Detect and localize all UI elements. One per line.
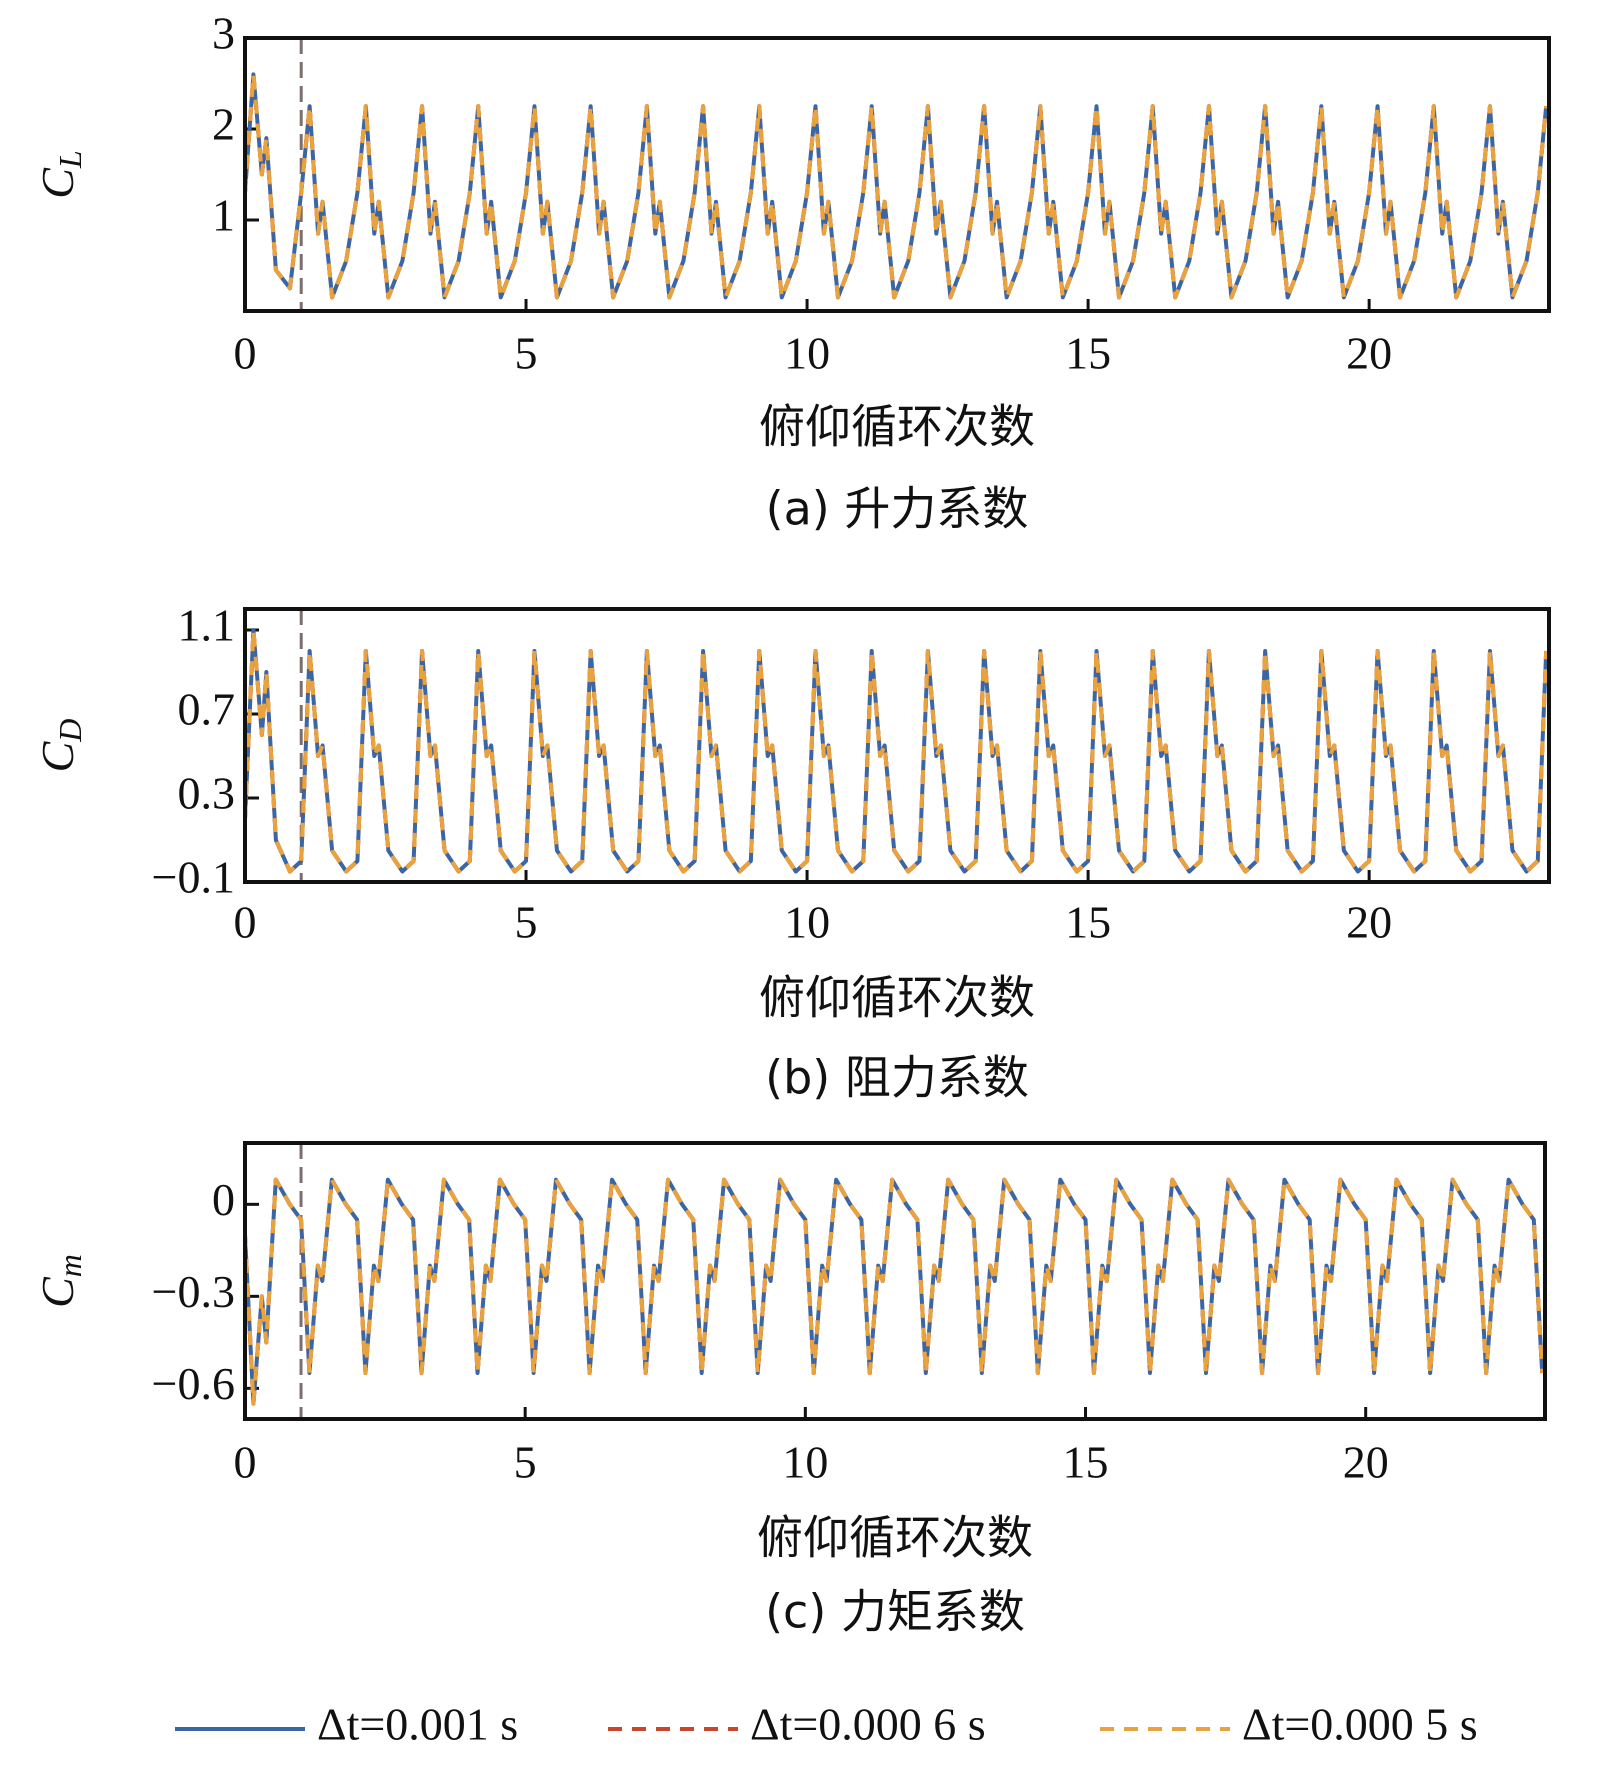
y-axis-label: Cm (32, 1254, 89, 1308)
y-tick-label: 0 (212, 1174, 235, 1225)
y-tick-label: 0.3 (178, 768, 236, 819)
y-axis-label-main: C (32, 1276, 83, 1308)
plot-frame (243, 607, 1551, 884)
y-axis-label-main: C (32, 740, 83, 772)
y-tick-label: 2 (212, 99, 235, 150)
y-tick-label: 3 (212, 8, 235, 59)
x-tick-label: 20 (1346, 897, 1392, 948)
series-line (245, 628, 1549, 874)
x-axis-label: 俯仰循环次数 (757, 1511, 1033, 1565)
legend-label: Δt=0.001 s (317, 1699, 518, 1750)
y-axis-label: CD (32, 719, 89, 773)
x-tick-label: 10 (784, 328, 830, 379)
y-axis-label-sub: L (52, 150, 88, 169)
y-axis-label-sub: m (52, 1254, 88, 1277)
caption: (b) 阻力系数 (765, 1051, 1029, 1105)
x-tick-label: 5 (514, 1437, 537, 1488)
x-tick-label: 20 (1346, 328, 1392, 379)
x-tick-label: 15 (1065, 897, 1111, 948)
y-tick-label: 0.7 (178, 684, 236, 735)
series-line (245, 628, 1549, 874)
y-tick-label: 1 (212, 190, 235, 241)
x-tick-label: 10 (784, 897, 830, 948)
legend-label: Δt=0.000 5 s (1242, 1699, 1478, 1750)
y-axis-label-main: C (32, 167, 83, 199)
series-line (245, 72, 1549, 300)
x-tick-label: 15 (1063, 1437, 1109, 1488)
legend-label: Δt=0.000 6 s (750, 1699, 986, 1750)
x-tick-label: 15 (1065, 328, 1111, 379)
series-line (245, 72, 1549, 300)
x-tick-label: 5 (515, 328, 538, 379)
plot-frame (243, 36, 1551, 313)
x-tick-label: 20 (1343, 1437, 1389, 1488)
y-tick-label: −0.1 (152, 852, 235, 903)
x-tick-label: 0 (234, 897, 257, 948)
x-tick-label: 10 (782, 1437, 828, 1488)
x-axis-label: 俯仰循环次数 (759, 400, 1035, 454)
y-tick-label: −0.6 (152, 1358, 235, 1409)
y-axis-label-sub: D (52, 719, 88, 743)
x-tick-label: 0 (234, 328, 257, 379)
series-line (245, 628, 1549, 874)
caption: (a) 升力系数 (766, 482, 1029, 536)
y-axis-label: CL (32, 150, 89, 198)
y-tick-label: −0.3 (152, 1266, 235, 1317)
x-axis-label: 俯仰循环次数 (759, 971, 1035, 1025)
y-tick-label: 1.1 (178, 600, 236, 651)
plot-frame (243, 1141, 1547, 1421)
series-line (245, 1177, 1545, 1406)
x-tick-label: 5 (515, 897, 538, 948)
x-tick-label: 0 (234, 1437, 257, 1488)
caption: (c) 力矩系数 (765, 1585, 1025, 1639)
